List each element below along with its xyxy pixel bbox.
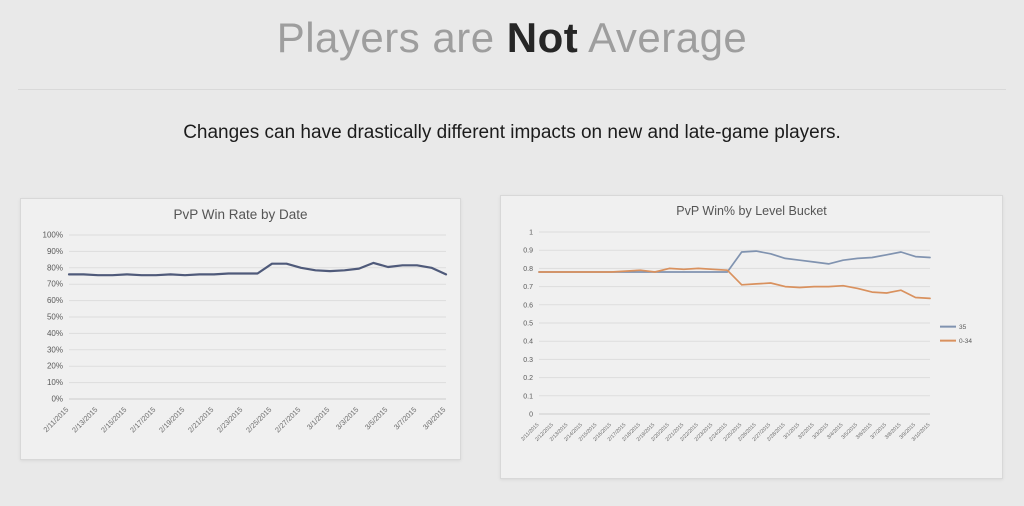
slide-subtitle: Changes can have drastically different i…	[183, 122, 841, 143]
slide-title: Players are Not Average	[0, 14, 1024, 62]
svg-text:0.3: 0.3	[523, 357, 533, 364]
svg-text:2/19/2015: 2/19/2015	[157, 405, 186, 434]
svg-text:3/9/2015: 3/9/2015	[421, 405, 447, 431]
svg-text:2/23/2015: 2/23/2015	[215, 405, 244, 434]
svg-text:0.9: 0.9	[523, 248, 533, 255]
svg-text:35: 35	[959, 324, 967, 331]
svg-text:3/5/2015: 3/5/2015	[363, 405, 389, 431]
svg-text:0.2: 0.2	[523, 375, 533, 382]
svg-text:0.7: 0.7	[523, 284, 533, 291]
slide-title-suffix: Average	[578, 14, 748, 61]
svg-text:40%: 40%	[47, 329, 63, 338]
svg-text:2/25/2015: 2/25/2015	[244, 405, 273, 434]
svg-text:2/13/2015: 2/13/2015	[70, 405, 99, 434]
svg-text:0-34: 0-34	[959, 338, 972, 345]
svg-text:2/17/2015: 2/17/2015	[128, 405, 157, 434]
svg-text:80%: 80%	[47, 263, 63, 272]
pvp-win-by-level-bucket-chart: 00.10.20.30.40.50.60.70.80.912/11/20152/…	[520, 230, 972, 443]
pvp-win-rate-by-date-chart: 0% 10% 20% 30% 40% 50% 60% 70% 80% 90% 100% 2/11/20…	[41, 231, 447, 435]
svg-text:20%: 20%	[47, 362, 63, 371]
svg-text:0.4: 0.4	[523, 339, 533, 346]
svg-text:0.1: 0.1	[523, 393, 533, 400]
svg-text:3/7/2015: 3/7/2015	[392, 405, 418, 431]
svg-text:0.6: 0.6	[523, 302, 533, 309]
svg-text:1: 1	[529, 230, 533, 237]
chart-title-left: PvP Win Rate by Date	[173, 207, 308, 222]
svg-text:0%: 0%	[51, 395, 63, 404]
svg-text:100%: 100%	[43, 231, 63, 240]
svg-text:2/21/2015: 2/21/2015	[186, 405, 215, 434]
svg-text:2/27/2015: 2/27/2015	[273, 405, 302, 434]
svg-text:2/11/2015: 2/11/2015	[41, 405, 70, 434]
title-divider	[18, 89, 1006, 90]
chart-title-right: PvP Win% by Level Bucket	[676, 204, 827, 218]
svg-text:60%: 60%	[47, 296, 63, 305]
svg-text:50%: 50%	[47, 313, 63, 322]
svg-text:0.8: 0.8	[523, 266, 533, 273]
svg-text:90%: 90%	[47, 247, 63, 256]
pvp-win-rate-by-date-card: PvP Win Rate by Date 0% 10% 20% 30% 40% 50% 60…	[20, 198, 461, 460]
pvp-win-by-level-bucket-card: PvP Win% by Level Bucket 0 0.1 0.2 0.3 0.4 0.…	[500, 195, 1003, 479]
svg-text:3/1/2015: 3/1/2015	[305, 405, 331, 431]
svg-text:2/15/2015: 2/15/2015	[99, 405, 128, 434]
svg-text:0.5: 0.5	[523, 321, 533, 328]
svg-text:30%: 30%	[47, 345, 63, 354]
svg-text:10%: 10%	[47, 378, 63, 387]
svg-text:70%: 70%	[47, 280, 63, 289]
svg-text:3/3/2015: 3/3/2015	[334, 405, 360, 431]
slide-title-prefix: Players are	[276, 14, 507, 61]
svg-text:0: 0	[529, 412, 533, 419]
slide-title-emphasis: Not	[506, 14, 579, 61]
